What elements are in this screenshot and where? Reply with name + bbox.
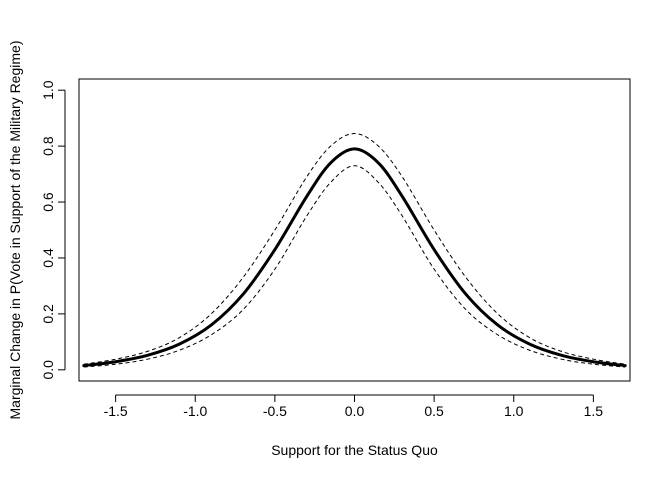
x-tick-label: 1.0: [504, 403, 524, 419]
y-tick-label: 1.0: [40, 80, 56, 100]
x-tick-label: -1.0: [183, 403, 207, 419]
y-tick-label: 0.8: [40, 136, 56, 156]
lower-bound-line: [83, 165, 626, 368]
y-tick-label: 0.6: [40, 192, 56, 212]
x-axis-title: Support for the Status Quo: [271, 442, 438, 458]
estimate-line: [82, 147, 627, 368]
y-axis-title: Marginal Change in P(Vote in Support of …: [7, 41, 23, 420]
y-tick-label: 0.4: [40, 248, 56, 268]
y-tick-label: 0.0: [40, 360, 56, 380]
x-tick-label: 1.5: [584, 403, 604, 419]
upper-bound-line: [83, 133, 626, 365]
series-layer: [82, 133, 627, 368]
plot-box: [78, 78, 631, 382]
x-tick-label: 0.0: [345, 403, 365, 419]
x-tick-label: -0.5: [263, 403, 287, 419]
x-tick-label: 0.5: [424, 403, 444, 419]
x-tick-label: -1.5: [104, 403, 128, 419]
y-tick-label: 0.2: [40, 304, 56, 324]
y-axis: 0.0 0.2 0.4 0.6 0.8 1.0: [40, 80, 66, 380]
x-axis: -1.5 -1.0 -0.5 0.0 0.5 1.0 1.5: [104, 394, 604, 419]
